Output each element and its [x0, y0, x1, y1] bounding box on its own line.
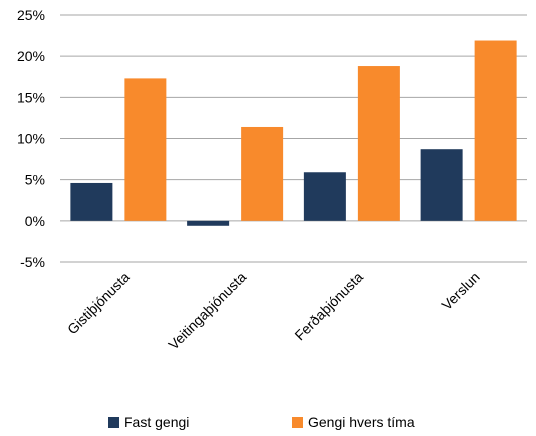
bar-fast-gengi — [303, 172, 346, 221]
legend-label-gengi-hvers-tima: Gengi hvers tíma — [308, 414, 415, 430]
bar-gengi-hvers-tima — [124, 78, 167, 221]
y-tick-label: 20% — [17, 48, 45, 64]
bar-gengi-hvers-tima — [357, 66, 400, 221]
category-labels: Gistiþjónusta Veitingaþjónusta Ferðaþjónus… — [64, 269, 483, 353]
category-label: Veitingaþjónusta — [165, 269, 249, 353]
legend-item-gengi-hvers-tima: Gengi hvers tíma — [292, 411, 415, 433]
category-label: Ferðaþjónusta — [291, 269, 366, 344]
y-axis-tick-labels: -5% 0% 5% 10% 15% 20% 25% — [17, 7, 45, 270]
y-tick-label: 25% — [17, 7, 45, 23]
legend-item-fast-gengi: Fast gengi — [108, 411, 189, 433]
legend-swatch-gengi-hvers-tima — [292, 416, 303, 428]
bar-fast-gengi — [70, 182, 113, 221]
y-tick-label: 15% — [17, 89, 45, 105]
y-tick-label: 5% — [25, 172, 45, 188]
y-tick-label: 10% — [17, 131, 45, 147]
category-label: Verslun — [438, 269, 482, 313]
y-tick-label: 0% — [25, 213, 45, 229]
bars — [70, 40, 517, 226]
legend-label-fast-gengi: Fast gengi — [124, 414, 190, 430]
bar-gengi-hvers-tima — [474, 40, 517, 221]
bar-fast-gengi — [420, 149, 463, 221]
legend: Fast gengi Gengi hvers tíma — [0, 411, 536, 433]
category-label: Gistiþjónusta — [64, 269, 133, 338]
legend-swatch-fast-gengi — [108, 416, 119, 428]
bar-fast-gengi — [187, 220, 230, 226]
y-tick-label: -5% — [20, 254, 45, 270]
bar-gengi-hvers-tima — [241, 126, 284, 221]
